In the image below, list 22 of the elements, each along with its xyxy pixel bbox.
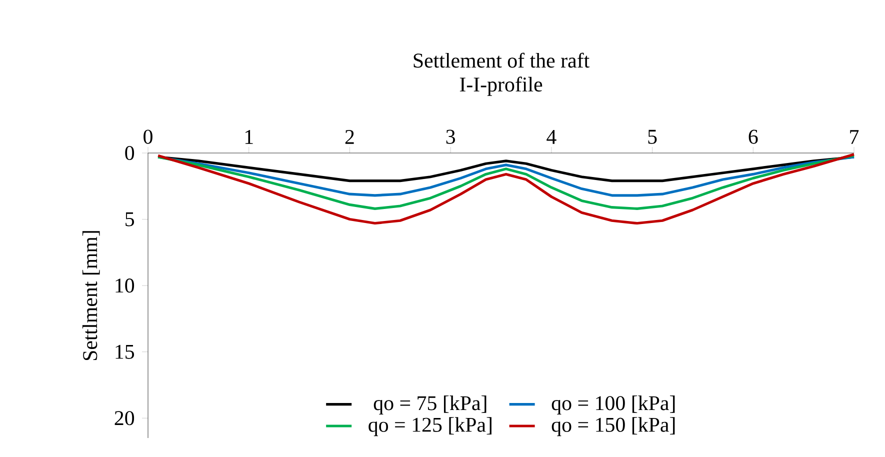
y-tick-label: 10 <box>116 278 134 293</box>
x-tick-label: 7 <box>850 130 859 144</box>
y-tick-label: 15 <box>116 344 134 359</box>
x-tick-label: 0 <box>144 130 152 144</box>
line-series <box>156 154 856 210</box>
legend-label: qo = 75 [kPa] <box>374 396 486 414</box>
x-tick-label: 5 <box>648 130 657 144</box>
legend-label: qo = 150 [kPa] <box>552 417 675 436</box>
y-axis-title: Settlment [mm] <box>82 231 100 360</box>
y-tick-label: 0 <box>125 146 134 160</box>
legend-label: qo = 100 [kPa] <box>552 396 675 414</box>
x-tick-label: 3 <box>446 130 455 144</box>
y-tick-label: 20 <box>114 411 134 426</box>
x-tick-label: 1 <box>245 130 253 144</box>
legend-label: qo = 125 [kPa] <box>368 417 492 436</box>
x-tick-label: 2 <box>345 130 354 144</box>
x-tick-label: 6 <box>748 130 758 144</box>
chart-subtitle: I-I-profile <box>460 76 542 96</box>
x-tick-label: 4 <box>546 130 556 144</box>
line-series <box>156 153 856 225</box>
y-tick-label: 5 <box>126 212 134 226</box>
chart-title: Settlement of the raft <box>414 52 590 68</box>
